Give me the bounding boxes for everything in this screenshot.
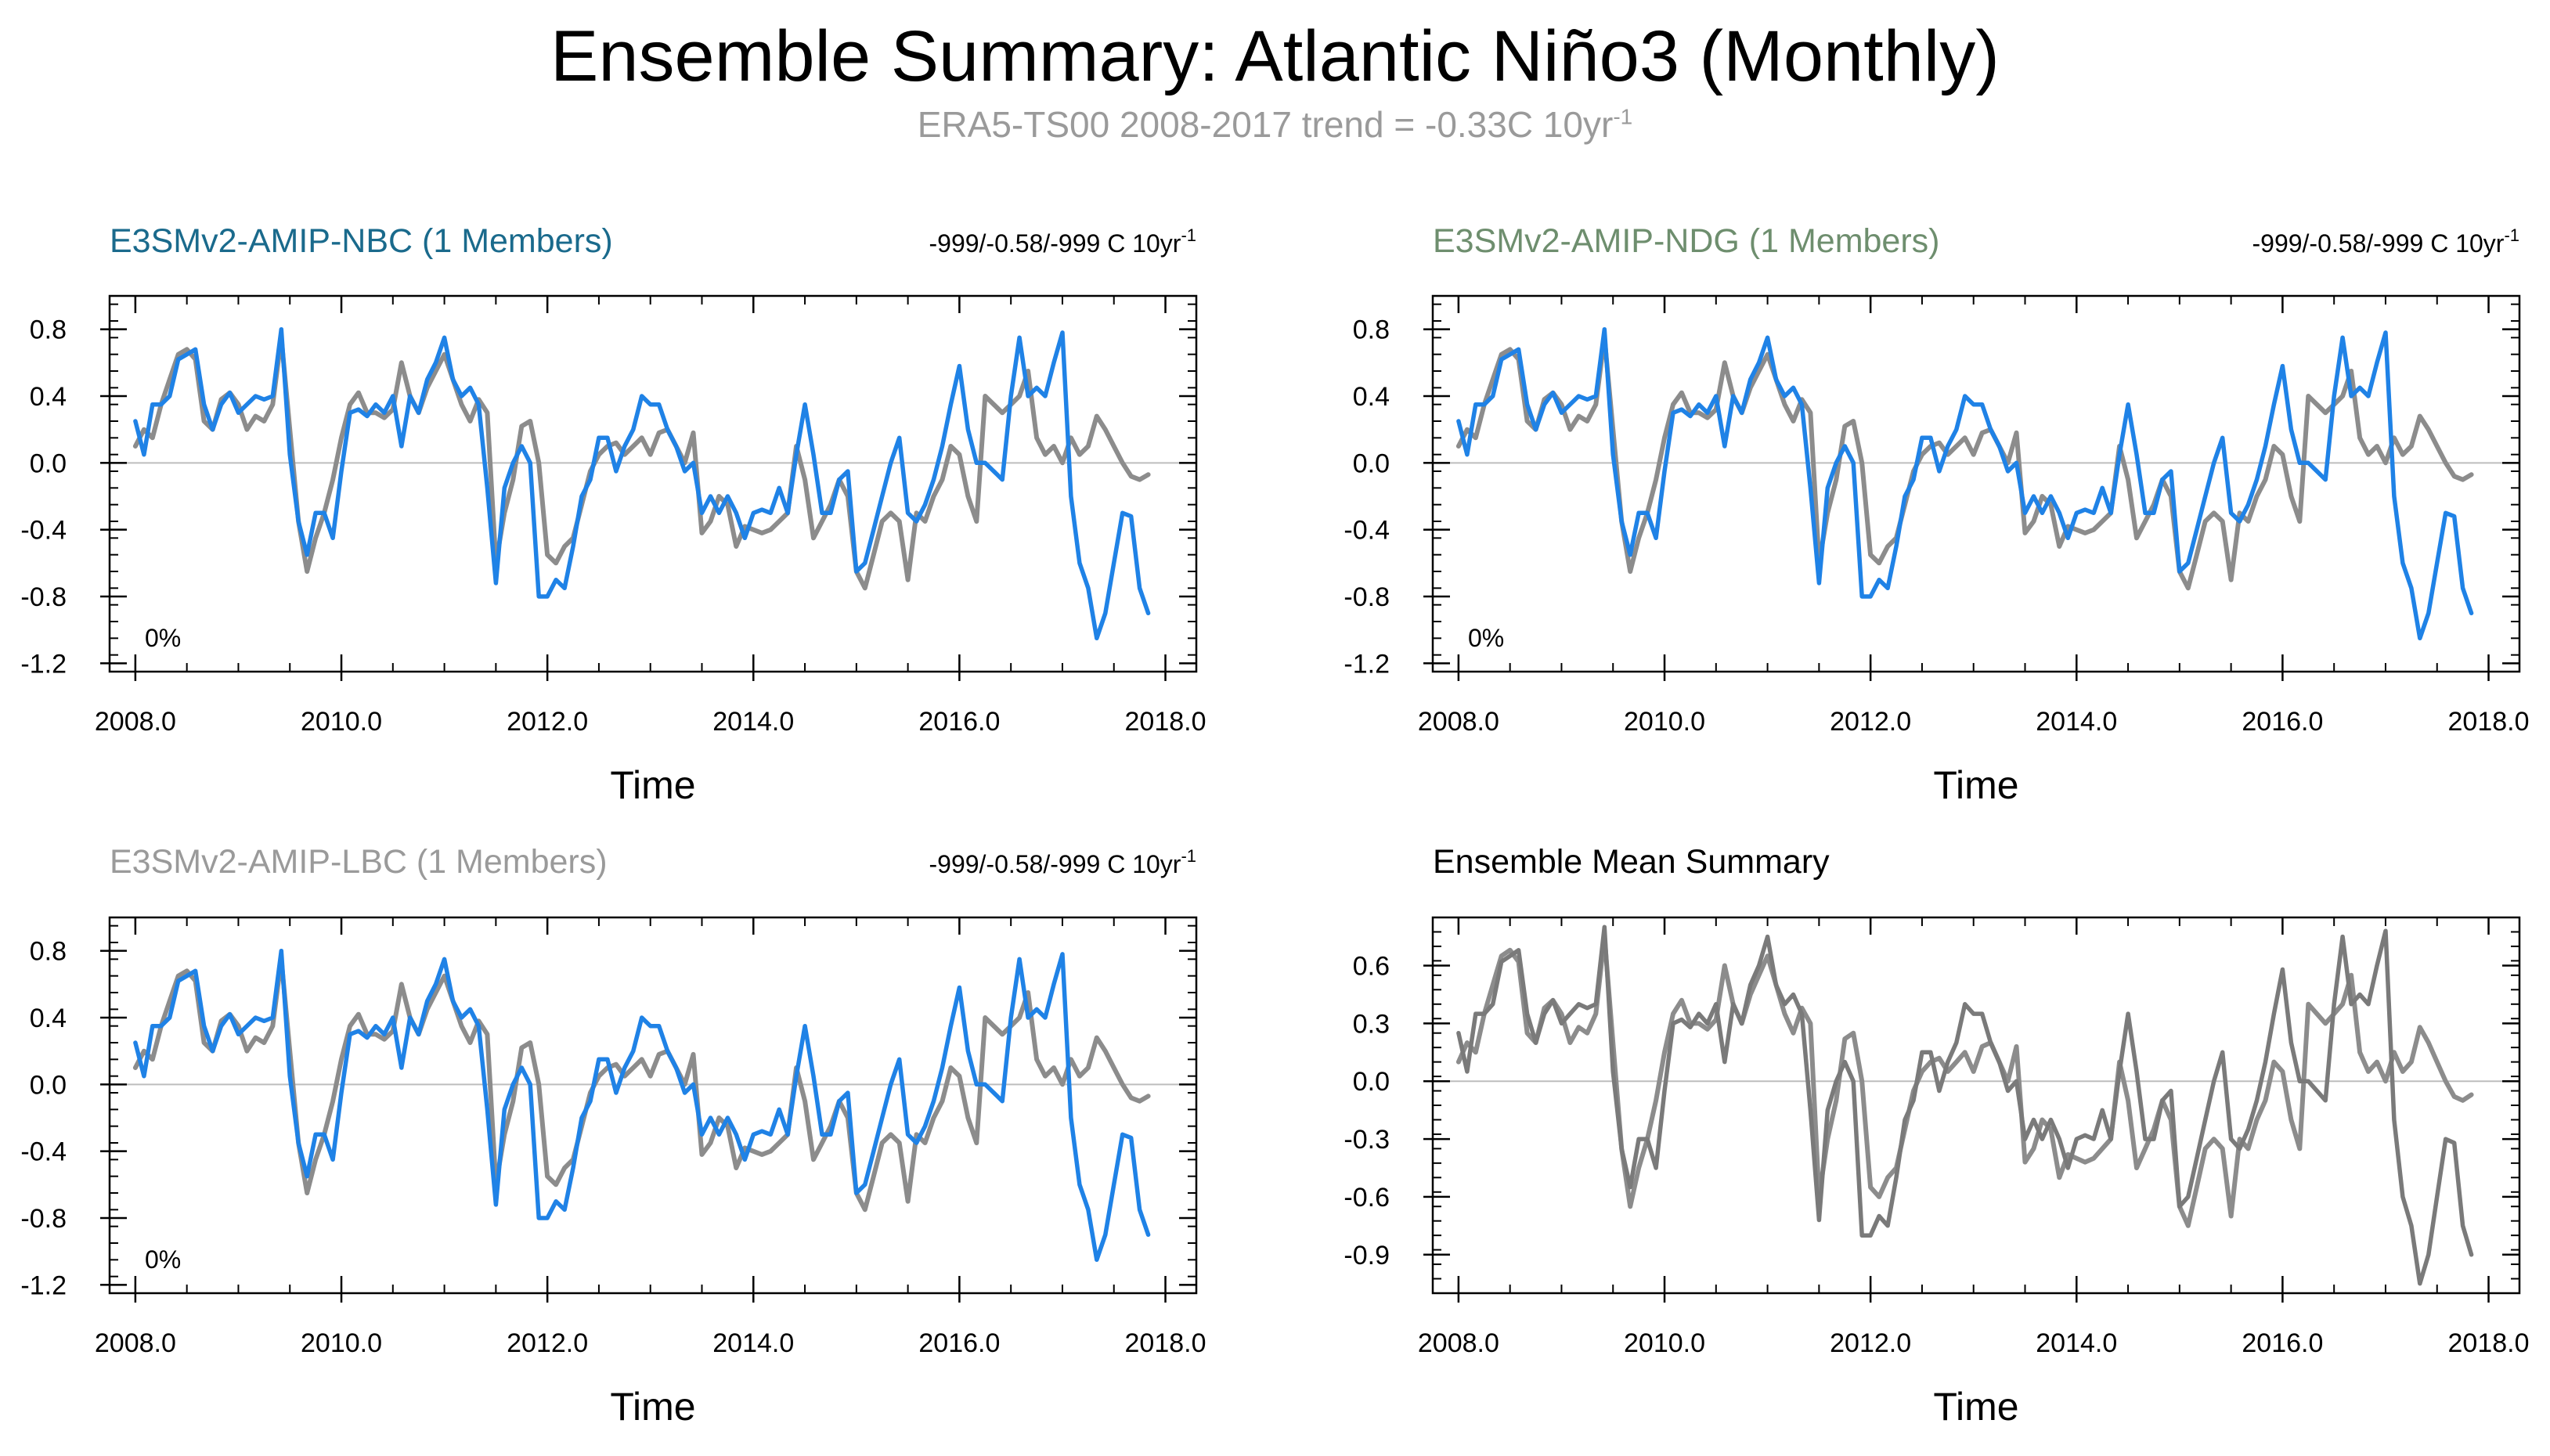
x-tick-label: 2010.0 <box>1624 707 1705 737</box>
x-tick-label: 2014.0 <box>712 707 794 737</box>
chart-panel-3: 0.8 0.4 0.0 -0.4 -0.8 -1.2 2008.0 2010.0 2012.0 2… <box>20 843 1206 1429</box>
x-axis-label: Time <box>1933 763 2018 807</box>
x-tick-label: 2014.0 <box>712 1328 794 1358</box>
x-tick-label: 2018.0 <box>2448 1328 2530 1358</box>
y-tick-label: -1.2 <box>1344 649 1390 679</box>
model-series-line <box>133 326 1151 641</box>
trend-label-text: -999/-0.58/-999 C 10yr <box>929 850 1181 878</box>
x-tick-label: 2008.0 <box>1418 707 1499 737</box>
plot-frame <box>1431 294 2521 673</box>
y-tick-label: 0.0 <box>30 1070 67 1100</box>
x-tick-label: 2010.0 <box>301 1328 382 1358</box>
y-tick-label: -0.4 <box>1344 516 1390 546</box>
percent-annotation: 0% <box>1468 624 1504 652</box>
y-tick-label: 0.6 <box>1353 952 1390 982</box>
y-tick-label: 0.8 <box>30 937 67 967</box>
plot-frame <box>1431 916 2521 1295</box>
observed-series-line <box>1455 934 2474 1228</box>
model-series-line <box>1456 326 2474 641</box>
y-tick-label: 0.4 <box>30 382 67 412</box>
chart-panel-4: 0.6 0.3 0.0 -0.3 -0.6 -0.9 2008.0 2010.0 2012.0 2… <box>1344 843 2529 1429</box>
percent-annotation: 0% <box>145 624 181 652</box>
y-tick-label: -0.4 <box>20 516 67 546</box>
trend-label: -999/-0.58/-999 C 10yr-1 <box>929 225 1196 258</box>
trend-label-sup: -1 <box>1181 846 1196 866</box>
y-tick-label: 0.0 <box>30 449 67 478</box>
x-tick-label: 2016.0 <box>2242 707 2323 737</box>
x-tick-label: 2016.0 <box>2242 1328 2323 1358</box>
model-series-line <box>1456 924 2474 1286</box>
y-tick-label: -0.6 <box>1344 1183 1390 1213</box>
x-axis-label: Time <box>610 763 695 807</box>
x-tick-label: 2012.0 <box>507 1328 588 1358</box>
figure-title: Ensemble Summary: Atlantic Niño3 (Monthl… <box>550 16 2000 96</box>
y-tick-label: -0.8 <box>20 1204 67 1234</box>
trend-label: -999/-0.58/-999 C 10yr-1 <box>929 846 1196 878</box>
x-tick-label: 2018.0 <box>1125 1328 1206 1358</box>
x-axis-label: Time <box>610 1385 695 1429</box>
x-tick-label: 2008.0 <box>1418 1328 1499 1358</box>
figure-subtitle-sup: -1 <box>1613 104 1633 129</box>
x-tick-label: 2016.0 <box>918 1328 1000 1358</box>
x-tick-label: 2010.0 <box>1624 1328 1705 1358</box>
panel-title: E3SMv2-AMIP-LBC (1 Members) <box>110 843 608 881</box>
y-tick-label: -0.9 <box>1344 1241 1390 1270</box>
x-tick-label: 2012.0 <box>1830 1328 1911 1358</box>
panel-title: Ensemble Mean Summary <box>1433 843 1830 881</box>
y-tick-label: 0.8 <box>1353 315 1390 345</box>
x-tick-label: 2008.0 <box>95 707 176 737</box>
x-tick-label: 2012.0 <box>507 707 588 737</box>
y-tick-label: -0.8 <box>20 582 67 612</box>
chart-panel-2: 0.8 0.4 0.0 -0.4 -0.8 -1.2 2008.0 2010.0 2012.0 2… <box>1344 222 2529 807</box>
observed-series-line <box>1455 335 2474 591</box>
y-tick-label: 0.4 <box>1353 382 1390 412</box>
y-tick-label: 0.0 <box>1353 1067 1390 1097</box>
y-tick-label: -0.8 <box>1344 582 1390 612</box>
x-axis-label: Time <box>1933 1385 2018 1429</box>
panel-title: E3SMv2-AMIP-NDG (1 Members) <box>1433 222 1939 260</box>
x-tick-label: 2014.0 <box>2036 707 2117 737</box>
plot-frame <box>108 916 1198 1295</box>
trend-label-sup: -1 <box>2504 225 2519 245</box>
trend-label-text: -999/-0.58/-999 C 10yr <box>929 229 1181 258</box>
trend-label-sup: -1 <box>1181 225 1196 245</box>
x-tick-label: 2012.0 <box>1830 707 1911 737</box>
y-tick-label: 0.4 <box>30 1004 67 1033</box>
x-tick-label: 2014.0 <box>2036 1328 2117 1358</box>
y-tick-label: 0.8 <box>30 315 67 345</box>
x-tick-label: 2016.0 <box>918 707 1000 737</box>
model-series-line <box>133 948 1151 1263</box>
y-tick-label: 0.3 <box>1353 1009 1390 1039</box>
x-tick-label: 2008.0 <box>95 1328 176 1358</box>
panel-title: E3SMv2-AMIP-NBC (1 Members) <box>110 222 613 260</box>
figure-subtitle-text: ERA5-TS00 2008-2017 trend = -0.33C 10yr <box>917 104 1614 145</box>
x-tick-label: 2018.0 <box>2448 707 2530 737</box>
percent-annotation: 0% <box>145 1245 181 1274</box>
y-tick-label: 0.0 <box>1353 449 1390 478</box>
y-tick-label: -1.2 <box>20 1270 67 1300</box>
plot-frame <box>108 294 1198 673</box>
figure-subtitle: ERA5-TS00 2008-2017 trend = -0.33C 10yr-… <box>0 103 2550 146</box>
observed-series-line <box>132 335 1151 591</box>
y-tick-label: -1.2 <box>20 649 67 679</box>
x-tick-label: 2018.0 <box>1125 707 1206 737</box>
y-tick-label: -0.4 <box>20 1137 67 1167</box>
observed-series-line <box>132 957 1151 1213</box>
trend-label-text: -999/-0.58/-999 C 10yr <box>2252 229 2504 258</box>
trend-label: -999/-0.58/-999 C 10yr-1 <box>2252 225 2519 258</box>
x-tick-label: 2010.0 <box>301 707 382 737</box>
y-tick-label: -0.3 <box>1344 1125 1390 1155</box>
chart-panel-1: 0.8 0.4 0.0 -0.4 -0.8 -1.2 2008.0 2010.0 2012.0 2… <box>20 222 1206 807</box>
